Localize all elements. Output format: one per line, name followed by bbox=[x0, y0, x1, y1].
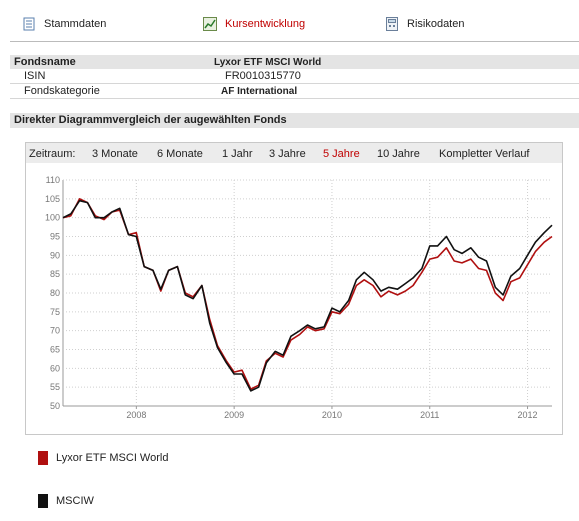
category-spacer bbox=[415, 83, 579, 99]
price-chart: 50 55 60 65 70 75 80 85 90 95 100 105 110 2008 2009 201… bbox=[45, 175, 553, 420]
series-line-msciw bbox=[62, 199, 553, 392]
isin-spacer bbox=[415, 69, 579, 84]
y-tick-label: 50 bbox=[50, 401, 60, 411]
y-tick-label: 95 bbox=[50, 232, 60, 242]
legend-item-msciw: MSCIW bbox=[38, 493, 94, 509]
range-6-monate[interactable]: 6 Monate bbox=[157, 148, 203, 160]
range-3-monate[interactable]: 3 Monate bbox=[92, 148, 138, 160]
y-tick-label: 100 bbox=[45, 213, 60, 223]
y-tick-label: 75 bbox=[50, 307, 60, 317]
x-tick-label: 2010 bbox=[322, 410, 342, 420]
section-title: Direkter Diagrammvergleich der augewählt… bbox=[10, 113, 579, 128]
category-key: Fondskategorie bbox=[10, 83, 210, 99]
tab-kursentwicklung-label: Kursentwicklung bbox=[225, 18, 306, 30]
isin-row: ISIN FR0010315770 bbox=[10, 69, 579, 84]
legend-label-msciw: MSCIW bbox=[56, 495, 94, 507]
tab-stammdaten[interactable]: Stammdaten bbox=[22, 14, 106, 34]
fund-info-table: Fondsname Lyxor ETF MSCI World ISIN FR00… bbox=[10, 55, 579, 99]
chart-panel: Zeitraum: 3 Monate 6 Monate 1 Jahr 3 Jah… bbox=[25, 142, 563, 435]
range-10-jahre[interactable]: 10 Jahre bbox=[377, 148, 420, 160]
y-tick-label: 70 bbox=[50, 326, 60, 336]
legend-swatch-lyxor bbox=[38, 451, 48, 465]
range-3-jahre[interactable]: 3 Jahre bbox=[269, 148, 306, 160]
legend-item-lyxor: Lyxor ETF MSCI World bbox=[38, 450, 168, 466]
tab-risikodaten[interactable]: Risikodaten bbox=[385, 14, 464, 34]
isin-value: FR0010315770 bbox=[210, 69, 415, 84]
legend-swatch-msciw bbox=[38, 494, 48, 508]
isin-key: ISIN bbox=[10, 69, 210, 84]
y-tick-label: 105 bbox=[45, 194, 60, 204]
fund-name-row: Fondsname Lyxor ETF MSCI World bbox=[10, 55, 579, 69]
tab-bar: Stammdaten Kursentwicklung Risikodaten bbox=[0, 0, 579, 44]
tab-stammdaten-label: Stammdaten bbox=[44, 18, 107, 30]
legend-label-lyxor: Lyxor ETF MSCI World bbox=[56, 452, 169, 464]
fund-name-key: Fondsname bbox=[10, 55, 210, 69]
chart-icon bbox=[203, 17, 217, 31]
fund-name-value: Lyxor ETF MSCI World bbox=[210, 55, 579, 69]
y-tick-label: 80 bbox=[50, 288, 60, 298]
calculator-icon bbox=[385, 17, 399, 31]
x-tick-label: 2012 bbox=[518, 410, 538, 420]
zeitraum-label: Zeitraum: bbox=[29, 148, 76, 160]
y-tick-label: 55 bbox=[50, 382, 60, 392]
y-tick-label: 60 bbox=[50, 363, 60, 373]
y-tick-label: 110 bbox=[46, 175, 60, 185]
x-tick-label: 2009 bbox=[224, 410, 244, 420]
tab-kursentwicklung[interactable]: Kursentwicklung bbox=[203, 14, 305, 34]
y-tick-label: 65 bbox=[50, 345, 60, 355]
tab-risikodaten-label: Risikodaten bbox=[407, 18, 465, 30]
range-5-jahre[interactable]: 5 Jahre bbox=[323, 148, 360, 160]
category-value: AF International bbox=[210, 83, 415, 99]
range-1-jahr[interactable]: 1 Jahr bbox=[222, 148, 253, 160]
zeitraum-bar: Zeitraum: 3 Monate 6 Monate 1 Jahr 3 Jah… bbox=[26, 143, 562, 163]
category-row: Fondskategorie AF International bbox=[10, 83, 579, 99]
range-kompletter-verlauf[interactable]: Kompletter Verlauf bbox=[439, 148, 530, 160]
document-icon bbox=[22, 17, 36, 31]
y-tick-label: 85 bbox=[50, 269, 60, 279]
x-tick-label: 2011 bbox=[420, 410, 439, 420]
tab-divider bbox=[10, 41, 579, 42]
x-tick-label: 2008 bbox=[126, 410, 146, 420]
y-tick-label: 90 bbox=[50, 250, 60, 260]
